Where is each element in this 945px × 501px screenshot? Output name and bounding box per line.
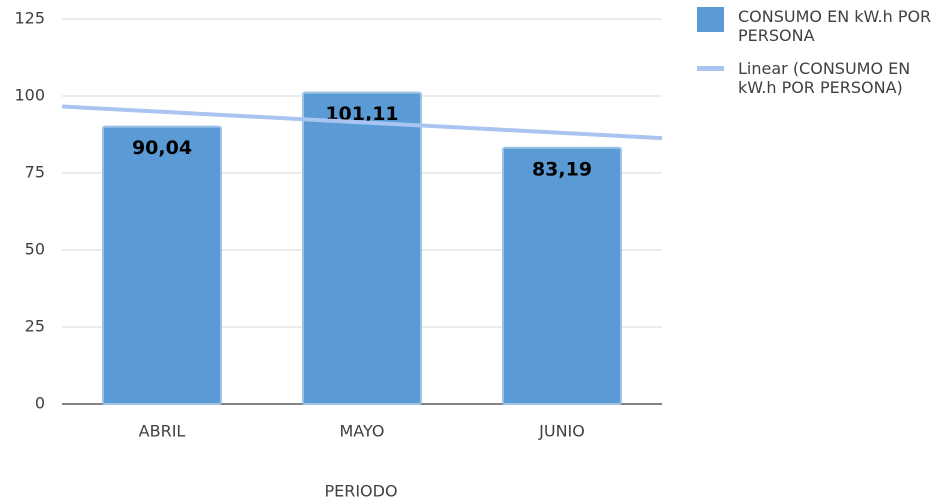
x-tick-label: ABRIL bbox=[139, 422, 186, 441]
legend: CONSUMO EN kW.h POR PERSONA Linear (CONSU… bbox=[697, 7, 942, 111]
trendline-extension bbox=[561, 130, 663, 141]
data-label: 83,19 bbox=[532, 158, 592, 180]
bar bbox=[502, 146, 622, 405]
y-tick-label: 100 bbox=[14, 86, 45, 105]
y-tick-label: 0 bbox=[35, 394, 45, 413]
bar bbox=[102, 125, 222, 406]
y-tick-label: 50 bbox=[25, 240, 45, 259]
legend-item: Linear (CONSUMO EN kW.h POR PERSONA) bbox=[697, 59, 942, 97]
x-tick-label: JUNIO bbox=[538, 422, 585, 441]
bar bbox=[302, 91, 422, 405]
trendline-extension bbox=[61, 104, 163, 114]
legend-label: Linear (CONSUMO EN kW.h POR PERSONA) bbox=[738, 59, 911, 97]
y-tick-label: 75 bbox=[25, 163, 45, 182]
trendline bbox=[161, 109, 563, 135]
x-axis-title: PERIODO bbox=[324, 482, 397, 501]
data-label: 90,04 bbox=[132, 137, 192, 159]
legend-key bbox=[697, 7, 724, 32]
x-tick-label: MAYO bbox=[340, 422, 385, 441]
y-tick-label: 125 bbox=[14, 9, 45, 28]
y-tick-label: 25 bbox=[25, 317, 45, 336]
legend-item: CONSUMO EN kW.h POR PERSONA bbox=[697, 7, 942, 45]
legend-key bbox=[697, 66, 724, 71]
legend-label: CONSUMO EN kW.h POR PERSONA bbox=[738, 7, 932, 45]
